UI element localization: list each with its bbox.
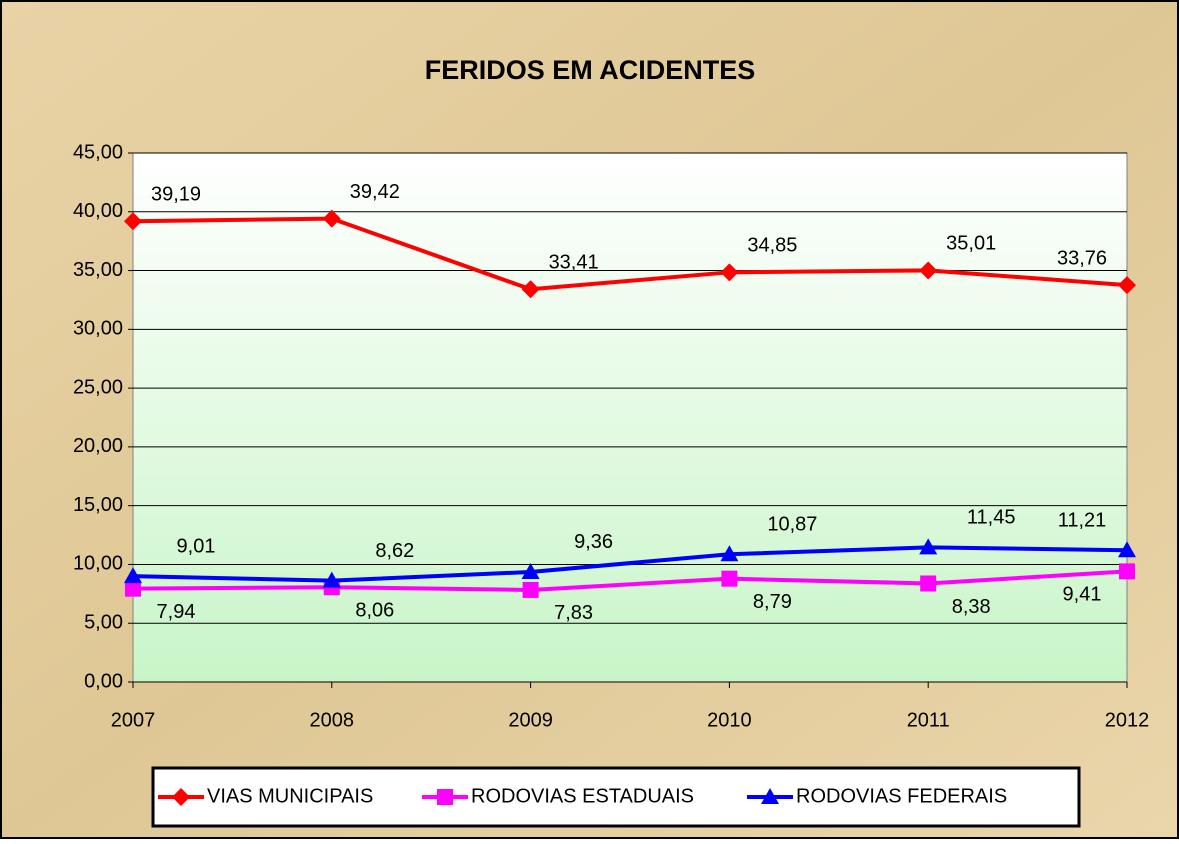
y-tick-label: 25,00 [73,376,123,398]
series-line [132,216,1128,292]
x-tick-label: 2012 [1105,709,1150,731]
marker [1118,276,1136,295]
series-line [132,569,1128,592]
chart-title: FERIDOS EM ACIDENTES [425,55,756,85]
marker [124,212,142,231]
marker [1119,563,1135,580]
marker [322,571,341,588]
legend-label: RODOVIAS ESTADUAIS [471,785,694,807]
data-label: 8,62 [375,540,414,562]
marker [521,280,540,299]
y-tick-label: 35,00 [73,259,123,281]
marker [125,580,141,597]
data-label: 39,42 [350,181,400,203]
data-label: 11,45 [967,507,1016,529]
marker [437,789,453,805]
marker [761,788,779,804]
marker [521,562,540,579]
marker [919,538,938,555]
marker [720,263,739,282]
marker [124,567,142,584]
x-tick-label: 2007 [111,709,156,731]
marker [919,261,938,280]
data-label: 10,87 [767,513,817,535]
legend-label: RODOVIAS FEDERAIS [796,785,1007,807]
y-tick-label: 0,00 [84,670,123,692]
plot-area [132,152,1128,683]
data-label: 35,01 [946,233,996,255]
data-label: 8,06 [355,600,394,622]
marker [522,581,539,598]
data-label: 9,36 [574,531,613,553]
marker [720,545,739,562]
marker [920,575,937,592]
y-tick-label: 30,00 [73,318,123,340]
x-tick-label: 2008 [310,709,355,731]
x-tick-label: 2010 [707,709,752,731]
series-line [132,545,1128,583]
marker [1118,541,1136,558]
data-label: 7,83 [554,602,593,624]
x-tick-label: 2011 [907,709,950,731]
data-label: 33,41 [549,252,599,274]
x-tick-label: 2009 [508,709,553,731]
data-label: 9,41 [1063,584,1102,606]
y-tick-label: 15,00 [73,494,123,516]
data-label: 9,01 [177,535,216,557]
y-tick-label: 45,00 [73,141,123,163]
data-label: 8,38 [952,596,991,618]
y-tick-label: 10,00 [73,553,123,575]
data-label: 34,85 [747,235,797,257]
data-label: 33,76 [1057,247,1107,269]
marker [172,788,190,806]
data-label: 39,19 [151,184,201,206]
legend-label: VIAS MUNICIPAIS [207,785,373,807]
data-label: 8,79 [753,591,792,613]
data-label: 11,21 [1058,510,1107,532]
y-tick-label: 40,00 [73,200,123,222]
marker [322,209,341,228]
data-label: 7,94 [157,601,196,623]
y-tick-label: 5,00 [84,612,123,634]
legend [151,766,1081,828]
y-tick-label: 20,00 [73,435,123,457]
marker [721,570,738,587]
